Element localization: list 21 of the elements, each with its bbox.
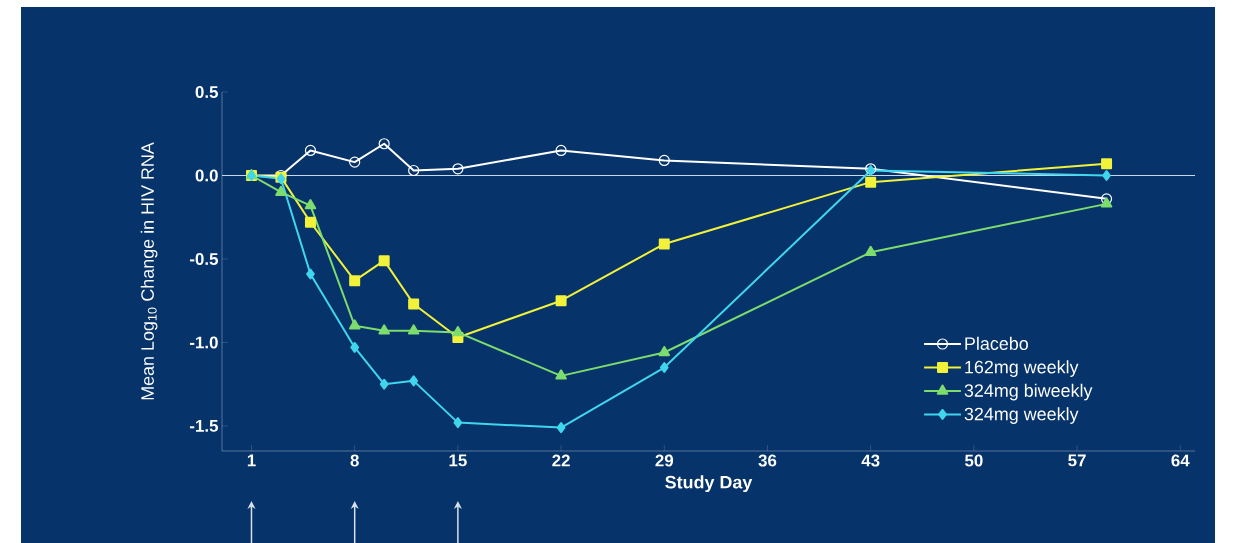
y-tick-label: -1.0 [189,336,218,349]
x-tick-label: 43 [861,454,880,467]
y-tick-label: -0.5 [189,252,219,265]
y-tick-label: 0.5 [195,86,219,98]
x-tick-label: 57 [1068,454,1086,467]
x-tick-label: 15 [449,454,467,467]
legend-label: 324mg biweekly [964,383,1093,401]
x-tick-label: 22 [552,454,570,467]
x-axis-title: Study Day [665,475,753,493]
x-tick-label: 36 [758,454,777,467]
x-tick-label: 29 [655,454,674,467]
x-tick-label: 1 [247,454,256,467]
x-tick-label: 64 [1171,454,1190,467]
y-axis-title: Mean Log$_{10}$ Change in HIV RNA [140,142,158,400]
legend-label: Placebo [965,336,1028,350]
legend-label: 324mg weekly [964,407,1079,424]
legend-label: 162mg weekly [965,360,1079,377]
y-tick-label: 0.0 [195,169,218,182]
x-tick-label: 8 [350,454,359,467]
x-tick-label: 50 [964,454,983,467]
y-tick-label: -1.5 [189,420,219,432]
